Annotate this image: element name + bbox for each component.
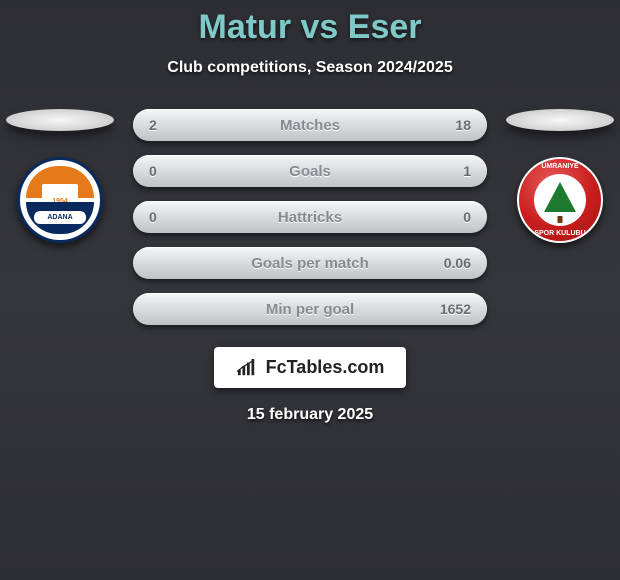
right-pedestal (506, 109, 614, 131)
stat-label: Goals per match (251, 255, 369, 272)
stats-column: 2 Matches 18 0 Goals 1 0 Hattricks 0 Goa… (115, 109, 505, 325)
page-subtitle: Club competitions, Season 2024/2025 (0, 59, 620, 77)
right-team-crest: UMRANIYE SPOR KULUBU (517, 157, 603, 243)
crest-right-ring-bottom: SPOR KULUBU (519, 230, 601, 237)
tree-trunk-icon (558, 216, 563, 223)
footer: FcTables.com 15 february 2025 (0, 347, 620, 424)
stat-right-value: 1 (429, 163, 471, 179)
stat-row-hattricks: 0 Hattricks 0 (133, 201, 487, 233)
stat-right-value: 0 (429, 209, 471, 225)
left-pedestal (6, 109, 114, 131)
crest-right-ring-top: UMRANIYE (519, 163, 601, 170)
stat-label: Min per goal (266, 301, 354, 318)
stat-left-value: 2 (149, 117, 191, 133)
left-team-column: 1954 ADANA (5, 109, 115, 243)
crest-left-banner: ADANA (34, 211, 85, 224)
brand-badge[interactable]: FcTables.com (214, 347, 407, 388)
bar-chart-icon (236, 359, 258, 377)
stat-row-goals-per-match: Goals per match 0.06 (133, 247, 487, 279)
stat-right-value: 0.06 (429, 255, 471, 271)
comparison-card: Matur vs Eser Club competitions, Season … (0, 0, 620, 424)
stat-row-goals: 0 Goals 1 (133, 155, 487, 187)
main-row: 1954 ADANA 2 Matches 18 0 Goals 1 0 Hatt… (0, 109, 620, 325)
brand-text: FcTables.com (266, 357, 385, 378)
stat-label: Hattricks (278, 209, 342, 226)
stat-right-value: 1652 (429, 301, 471, 317)
stat-row-matches: 2 Matches 18 (133, 109, 487, 141)
right-team-column: UMRANIYE SPOR KULUBU (505, 109, 615, 243)
stat-left-value: 0 (149, 163, 191, 179)
left-team-crest: 1954 ADANA (17, 157, 103, 243)
stat-left-value: 0 (149, 209, 191, 225)
tree-icon (544, 182, 576, 212)
stat-label: Goals (289, 163, 331, 180)
stat-row-min-per-goal: Min per goal 1652 (133, 293, 487, 325)
stat-right-value: 18 (429, 117, 471, 133)
comparison-date: 15 february 2025 (247, 406, 373, 424)
page-title: Matur vs Eser (0, 8, 620, 47)
stat-label: Matches (280, 117, 340, 134)
